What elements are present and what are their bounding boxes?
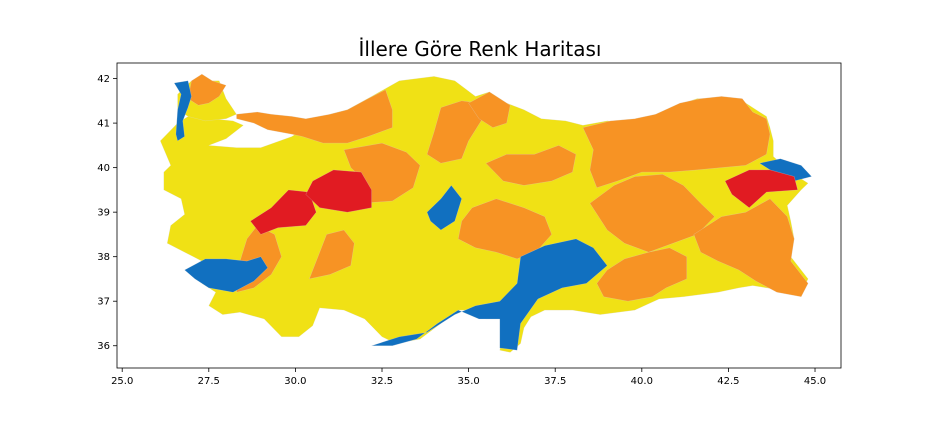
- region-red-21: [250, 189, 317, 235]
- region-orange-9: [485, 145, 577, 186]
- region-red-23: [724, 169, 798, 208]
- y-tick-label: 39: [97, 208, 110, 219]
- region-orange-14: [596, 247, 687, 302]
- x-tick-label: 27.5: [198, 376, 220, 387]
- region-orange-10: [582, 96, 771, 188]
- map-regions: [160, 73, 812, 353]
- region-orange-13: [693, 198, 809, 298]
- region-orange-5: [236, 89, 393, 144]
- y-tick-label: 42: [97, 74, 110, 85]
- axes-frame: [116, 62, 842, 369]
- region-orange-11: [457, 198, 552, 260]
- x-tick-label: 45.0: [804, 376, 826, 387]
- x-tick-label: 40.0: [631, 376, 653, 387]
- region-orange-16: [308, 229, 355, 280]
- x-tick-label: 30.0: [284, 376, 306, 387]
- y-axis: 36 37 38 39 40 41 42: [97, 74, 117, 352]
- x-tick-label: 32.5: [371, 376, 393, 387]
- y-tick-label: 36: [97, 341, 110, 352]
- y-tick-label: 40: [97, 163, 110, 174]
- region-blue-4: [173, 80, 192, 142]
- x-axis: 25.0 27.5 30.0 32.5 35.0 37.5 40.0 42.5 45.0: [111, 368, 826, 387]
- chart-title: İllere Göre Renk Haritası: [358, 37, 601, 61]
- region-blue-19: [426, 185, 462, 231]
- x-tick-label: 37.5: [544, 376, 566, 387]
- region-orange-3: [187, 73, 227, 106]
- x-tick-label: 25.0: [111, 376, 133, 387]
- region-blue-18: [371, 238, 608, 351]
- x-tick-label: 35.0: [457, 376, 479, 387]
- x-tick-label: 42.5: [717, 376, 739, 387]
- y-tick-label: 37: [97, 297, 110, 308]
- y-tick-label: 41: [97, 119, 110, 130]
- region-red-22: [305, 169, 372, 213]
- y-tick-label: 38: [97, 252, 110, 263]
- region-orange-12: [589, 174, 715, 253]
- region-orange-8: [468, 91, 511, 128]
- region-blue-17: [184, 256, 268, 293]
